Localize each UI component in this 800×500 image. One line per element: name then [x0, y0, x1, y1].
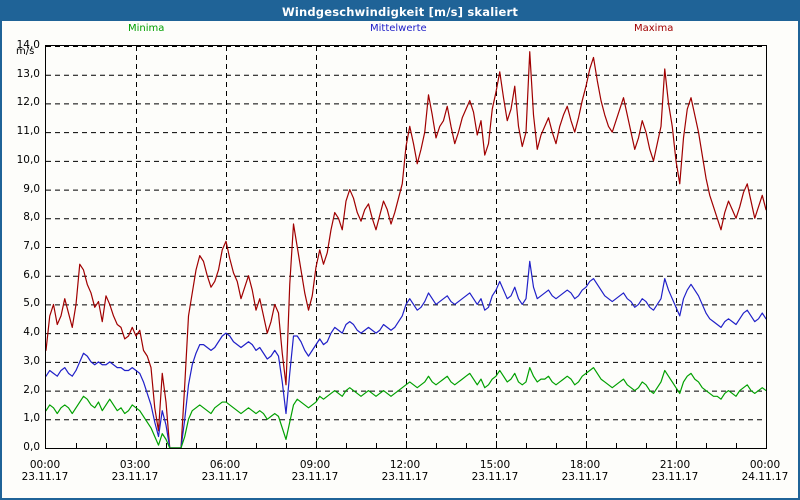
y-axis-tick-label: 8,0: [23, 211, 40, 224]
y-axis-tick-label: 2,0: [23, 383, 40, 396]
y-axis-tick-label: 14,0: [16, 39, 40, 51]
y-axis-tick-label: 4,0: [23, 326, 40, 339]
x-axis-tick-label: 03:00 23.11.17: [111, 459, 159, 483]
y-axis-tick-label: 6,0: [23, 268, 40, 281]
y-axis-tick-label: 12,0: [16, 96, 40, 109]
x-axis-tick-label: 00:00 24.11.17: [741, 459, 789, 483]
chart-legend: Minima Mittelwerte Maxima: [2, 23, 798, 38]
series-line-maxima: [46, 51, 766, 448]
y-axis-unit-label: m/s: [16, 46, 35, 57]
y-axis-tick-label: 7,0: [23, 240, 40, 252]
legend-item-maxima: Maxima: [634, 23, 674, 34]
y-axis-tick-label: 1,0: [23, 412, 40, 425]
x-axis-tick-label: 21:00 23.11.17: [651, 459, 699, 483]
window-title-bar: Windgeschwindigkeit [m/s] skaliert: [2, 2, 798, 21]
legend-item-mittelwerte: Mittelwerte: [370, 23, 427, 34]
x-axis-tick-label: 15:00 23.11.17: [471, 459, 519, 483]
page-title: Windgeschwindigkeit [m/s] skaliert: [281, 4, 519, 19]
y-axis-tick-label: 11,0: [16, 125, 40, 138]
x-axis-tick-label: 18:00 23.11.17: [561, 459, 609, 483]
series-line-minima: [46, 367, 766, 448]
y-axis-tick-label: 3,0: [23, 354, 40, 367]
x-axis-tick-label: 00:00 23.11.17: [21, 459, 69, 483]
y-axis-tick-label: 10,0: [16, 153, 40, 166]
plot-area: [45, 45, 767, 449]
y-axis-tick-label: 0,0: [23, 441, 40, 453]
series-line-mittelwerte: [46, 260, 766, 448]
y-axis-tick-label: 5,0: [23, 297, 40, 310]
x-axis-tick-label: 06:00 23.11.17: [201, 459, 249, 483]
legend-item-minima: Minima: [128, 23, 165, 34]
x-axis-tick-label: 12:00 23.11.17: [381, 459, 429, 483]
y-axis-tick-label: 13,0: [16, 67, 40, 80]
x-axis-tick-label: 09:00 23.11.17: [291, 459, 339, 483]
y-axis-tick-label: 9,0: [23, 182, 40, 195]
chart-canvas: [46, 46, 766, 448]
